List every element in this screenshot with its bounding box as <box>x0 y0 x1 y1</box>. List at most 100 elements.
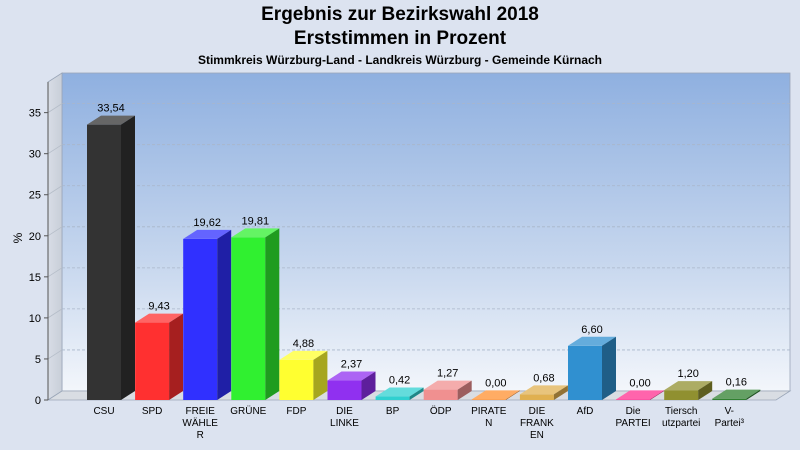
bar-side <box>505 390 520 400</box>
x-tick-label: FREIE <box>185 406 215 417</box>
bar <box>375 387 424 400</box>
y-tick-label: 35 <box>29 108 41 120</box>
x-tick-label: FDP <box>286 406 306 417</box>
bar <box>568 336 616 400</box>
bar-front <box>87 124 121 400</box>
x-tick-label: SPD <box>142 406 163 417</box>
bar-top <box>423 380 472 390</box>
bar-top <box>327 371 376 381</box>
bar-top <box>712 389 761 399</box>
bar <box>616 390 665 400</box>
bar-top <box>279 350 328 360</box>
bar-front <box>279 359 314 400</box>
gridline-side <box>47 103 63 113</box>
x-tick-label: ÖDP <box>430 405 452 417</box>
bar-front <box>135 322 170 400</box>
bar-top <box>471 390 520 400</box>
data-label: 6,60 <box>581 324 602 336</box>
x-tick-label: FRANK <box>520 418 554 429</box>
data-label: 9,43 <box>148 301 169 313</box>
bar <box>183 229 232 400</box>
data-label: 4,88 <box>293 338 314 350</box>
bar <box>87 115 135 400</box>
bar-front <box>471 399 506 400</box>
data-label: 19,62 <box>193 217 221 229</box>
bar-top <box>519 385 568 395</box>
x-tick-label: GRÜNE <box>230 405 266 417</box>
x-tick-label: Partei³ <box>715 418 745 429</box>
y-tick-label: 15 <box>29 272 41 284</box>
bar-side <box>265 228 280 400</box>
bar-front <box>519 394 554 400</box>
data-label: 2,37 <box>341 359 362 371</box>
x-tick-label: Tiersch <box>665 406 697 417</box>
bar-front <box>183 238 218 400</box>
x-tick-label: N <box>485 418 492 429</box>
bar <box>327 371 376 400</box>
bar-side <box>361 371 376 400</box>
data-label: 0,42 <box>389 375 410 387</box>
x-tick-label: EN <box>530 430 544 441</box>
bar <box>279 350 328 400</box>
bar-top <box>87 115 135 125</box>
y-tick-label: 25 <box>29 190 41 202</box>
bar-top <box>135 313 184 323</box>
data-label: 33,54 <box>97 103 125 115</box>
bar-top <box>231 228 280 238</box>
bar-front <box>375 396 410 400</box>
y-tick-label: 0 <box>35 395 41 407</box>
data-label: 19,81 <box>242 215 270 227</box>
chart-subtitle: Erststimmen in Prozent <box>293 28 507 49</box>
bar-front <box>327 380 362 400</box>
bar-side <box>409 387 424 400</box>
x-tick-label: BP <box>386 406 400 417</box>
bar-top <box>616 390 665 400</box>
gridline-side <box>47 226 63 237</box>
x-tick-label: PARTEI <box>615 418 650 429</box>
data-label: 1,27 <box>437 368 458 380</box>
bar-top <box>375 387 424 397</box>
y-tick-label: 10 <box>29 313 41 325</box>
data-label: 0,68 <box>533 372 554 384</box>
bar-front <box>423 389 458 400</box>
x-tick-label: LINKE <box>330 418 359 429</box>
data-label: 0,16 <box>726 377 747 389</box>
bar-front <box>231 237 266 400</box>
bar-front <box>664 390 699 400</box>
bar-side <box>169 313 184 400</box>
y-axis-label: % <box>11 232 25 243</box>
bar-side <box>650 390 665 400</box>
bar <box>231 228 280 400</box>
bar-front <box>712 398 747 400</box>
bar <box>519 385 568 400</box>
y-tick-label: 5 <box>35 354 41 366</box>
x-tick-label: AfD <box>577 406 594 417</box>
x-tick-label: WÄHLE <box>182 417 218 429</box>
bar <box>135 313 184 400</box>
bar-side <box>217 229 232 400</box>
chart-region-subtitle: Stimmkreis Würzburg-Land - Landkreis Wür… <box>197 53 603 67</box>
x-tick-label: R <box>197 430 204 441</box>
data-label: 0,00 <box>485 377 506 389</box>
bar-top <box>183 229 232 239</box>
x-tick-label: PIRATE <box>471 406 507 417</box>
bar-side <box>553 385 568 400</box>
bar <box>471 390 520 400</box>
gridline-side <box>47 308 63 319</box>
data-label: 0,00 <box>629 377 650 389</box>
bar-top <box>664 381 713 391</box>
bar-side <box>602 336 616 400</box>
bar-side <box>698 381 713 400</box>
x-tick-label: utzpartei <box>662 418 700 429</box>
bar <box>712 389 761 400</box>
x-tick-label: Die <box>626 406 641 417</box>
y-tick-label: 20 <box>29 231 41 243</box>
data-label: 1,20 <box>677 368 698 380</box>
bar-side <box>121 115 135 400</box>
x-tick-label: V- <box>725 406 734 417</box>
x-tick-label: CSU <box>93 406 114 417</box>
bar <box>664 381 713 400</box>
gridline-side <box>47 185 63 196</box>
bar-side <box>457 380 472 400</box>
